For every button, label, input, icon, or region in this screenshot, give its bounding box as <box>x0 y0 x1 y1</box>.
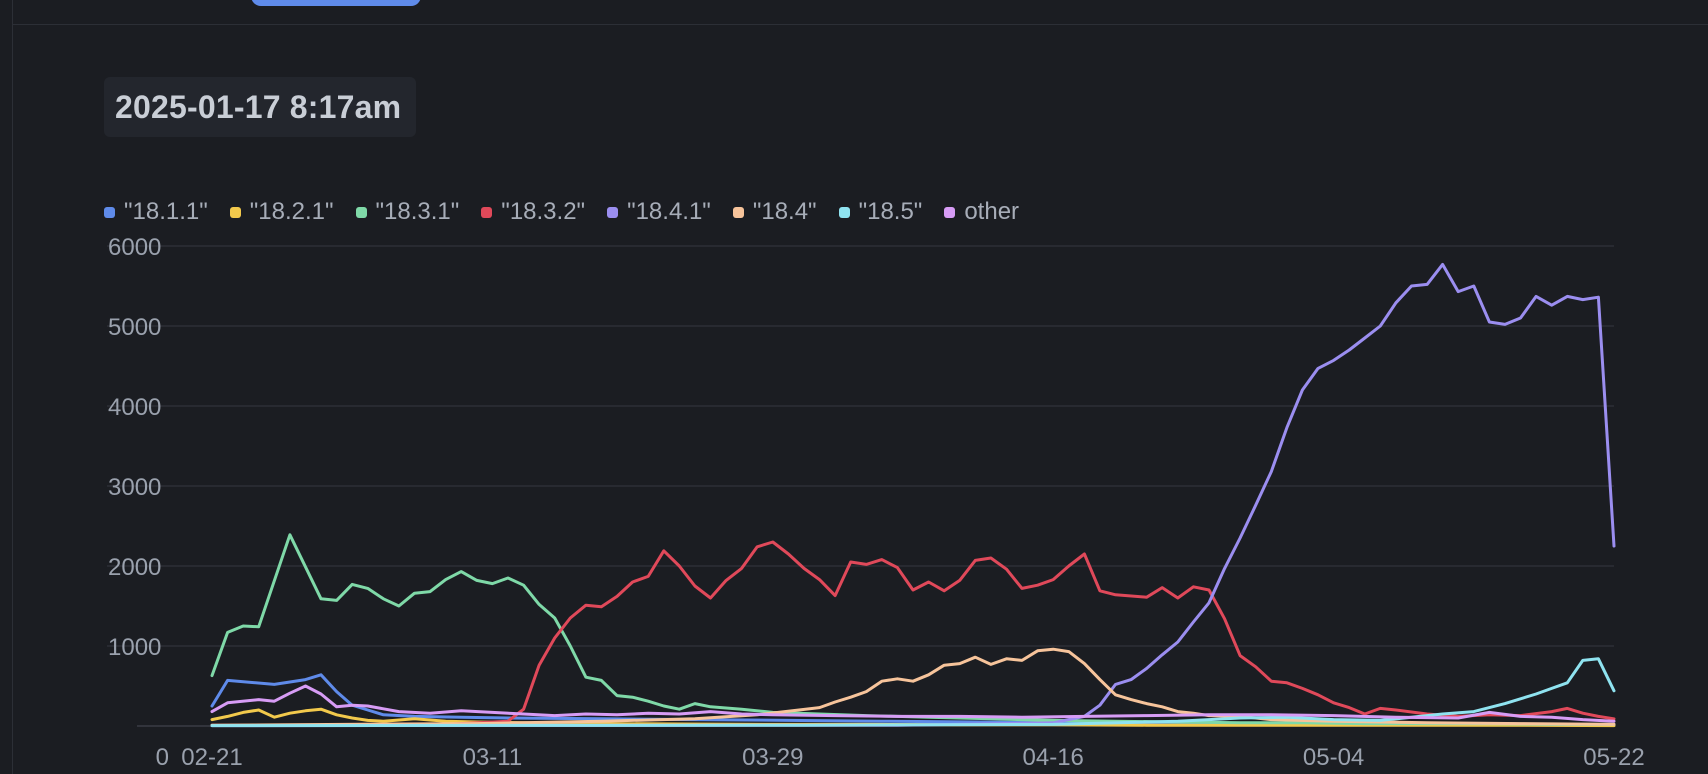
legend-swatch-18-2-1 <box>229 206 241 218</box>
legend-item-other[interactable]: other <box>944 198 1019 226</box>
legend-label-18-4: "18.4" <box>752 198 817 225</box>
series-line-18-5[interactable] <box>210 657 1616 728</box>
top-divider <box>12 24 1708 25</box>
left-rail <box>12 0 13 774</box>
legend-label-18-5: "18.5" <box>858 198 923 225</box>
series-line-18-4-1[interactable] <box>210 262 1616 728</box>
x-tick-label-02-21: 02-21 <box>181 744 242 771</box>
y-tick-label-5000: 5000 <box>108 314 161 341</box>
y-tick-label-0: 0 <box>156 744 169 771</box>
legend-swatch-18-4 <box>732 206 744 218</box>
legend-swatch-18-3-1 <box>355 206 367 218</box>
legend-item-18-2-1[interactable]: "18.2.1" <box>229 198 334 226</box>
y-tick-label-6000: 6000 <box>108 234 161 261</box>
chart-legend: "18.1.1" "18.2.1" "18.3.1" "18.3.2" "18.4.1"… <box>104 196 1019 228</box>
x-tick-label-04-16: 04-16 <box>1023 744 1084 771</box>
legend-label-18-1-1: "18.1.1" <box>124 198 208 225</box>
y-tick-label-2000: 2000 <box>108 554 161 581</box>
y-tick-label-1000: 1000 <box>108 634 161 661</box>
legend-swatch-other <box>944 206 956 218</box>
y-tick-label-4000: 4000 <box>108 394 161 421</box>
legend-item-18-5[interactable]: "18.5" <box>838 198 923 226</box>
legend-item-18-4-1[interactable]: "18.4.1" <box>607 198 711 226</box>
legend-label-other: other <box>964 198 1020 225</box>
legend-label-18-4-1: "18.4.1" <box>627 198 711 225</box>
x-tick-label-03-11: 03-11 <box>463 744 523 771</box>
x-tick-label-05-22: 05-22 <box>1583 744 1644 771</box>
legend-swatch-18-5 <box>838 206 850 218</box>
timestamp-chip[interactable]: 2025-01-17 8:17am <box>104 77 416 137</box>
legend-item-18-3-1[interactable]: "18.3.1" <box>355 198 460 226</box>
series-line-18-2-1[interactable] <box>210 707 1616 728</box>
y-tick-label-3000: 3000 <box>108 474 161 501</box>
legend-item-18-3-2[interactable]: "18.3.2" <box>481 198 585 226</box>
x-tick-label-03-29: 03-29 <box>742 744 803 771</box>
legend-swatch-18-3-2 <box>481 206 493 218</box>
legend-item-18-4[interactable]: "18.4" <box>732 198 817 226</box>
legend-item-18-1-1[interactable]: "18.1.1" <box>104 198 208 226</box>
legend-label-18-3-1: "18.3.1" <box>375 198 460 225</box>
legend-swatch-18-4-1 <box>607 206 619 218</box>
series-line-18-3-2[interactable] <box>210 540 1616 727</box>
series-line-other[interactable] <box>210 684 1616 723</box>
series-line-18-3-1[interactable] <box>210 533 1616 726</box>
legend-label-18-2-1: "18.2.1" <box>249 198 334 225</box>
legend-label-18-3-2: "18.3.2" <box>501 198 586 225</box>
legend-swatch-18-1-1 <box>104 206 115 218</box>
top-pill-button[interactable] <box>251 0 421 6</box>
x-tick-label-05-04: 05-04 <box>1303 744 1364 771</box>
timestamp-text: 2025-01-17 8:17am <box>115 88 402 125</box>
